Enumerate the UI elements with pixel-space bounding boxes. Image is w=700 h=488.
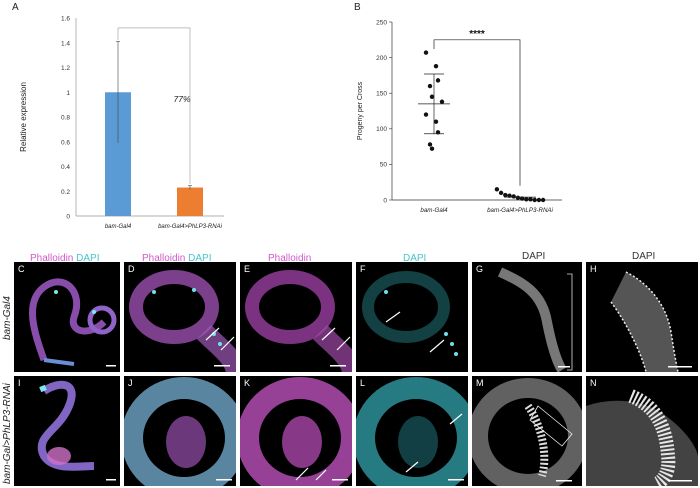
panel-letter-i: I <box>18 378 21 388</box>
data-point <box>498 190 504 196</box>
percent-annotation: 77% <box>173 94 190 104</box>
header-d-dapi: DAPI <box>188 253 212 264</box>
y-tick-label: 0.2 <box>61 189 70 196</box>
micrograph-c-image <box>28 278 117 367</box>
micrograph-n-image <box>586 389 698 486</box>
micrograph-d: D <box>124 262 236 372</box>
relative-expression-chart: 0 0.2 0.4 0.6 0.8 1 1.2 1.4 1.6 Relative expressi… <box>19 16 224 230</box>
panel-letter-h: H <box>590 264 597 274</box>
micrograph-e-image <box>245 270 352 372</box>
panel-letter-a: A <box>12 2 19 13</box>
header-c-phalloidin: Phalloidin <box>30 253 74 264</box>
x-tick-label: bam-Gal4>PhLP3-RNAi <box>487 207 553 214</box>
micrograph-f: F <box>356 262 468 372</box>
significance-label: **** <box>469 29 485 40</box>
y-tick-label: 1.6 <box>61 16 70 23</box>
micrograph-k: K <box>240 376 352 486</box>
panel-letter-j: J <box>128 378 133 388</box>
data-point <box>494 187 500 192</box>
panel-letter-l: L <box>360 378 366 388</box>
y-tick-label: 1.2 <box>61 65 70 72</box>
data-point <box>427 142 433 147</box>
panel-letter-f: F <box>360 264 366 274</box>
data-point <box>435 78 441 83</box>
panel-letter-c: C <box>18 264 25 274</box>
micrograph-k-image <box>240 377 352 486</box>
row-label-top: bam-Gal4 <box>2 296 13 340</box>
data-point <box>524 197 529 202</box>
micrograph-g: G <box>472 262 582 372</box>
panel-letter-m: M <box>476 378 484 388</box>
data-point <box>439 99 445 104</box>
micrograph-i: I <box>14 376 120 486</box>
y-tick-label: 50 <box>380 162 388 169</box>
micrograph-l-image <box>356 377 468 486</box>
micrograph-i-image <box>37 380 116 481</box>
micrograph-f-image <box>362 271 458 356</box>
y-tick-label: 100 <box>376 126 387 133</box>
micrograph-j-image <box>124 377 236 486</box>
y-axis-title: Relative expression <box>19 82 28 152</box>
data-point <box>433 63 439 69</box>
y-tick-label: 0 <box>66 214 70 221</box>
panel-letter-b: B <box>354 2 361 13</box>
y-tick-label: 1 <box>66 90 70 97</box>
data-point <box>503 192 508 198</box>
panel-letter-n: N <box>590 378 597 388</box>
data-point <box>429 94 435 99</box>
significance-bracket <box>433 39 521 186</box>
x-tick-label: bam-Gal4 <box>420 207 448 214</box>
panel-letter-d: D <box>128 264 135 274</box>
micrograph-n: N <box>586 376 698 486</box>
data-point <box>532 197 537 203</box>
x-tick-label: bam-Gal4>PhLP3-RNAi <box>158 224 223 230</box>
y-tick-label: 0.6 <box>61 139 70 146</box>
header-g-dapi: DAPI <box>522 251 546 262</box>
panel-letter-e: E <box>244 264 251 274</box>
y-tick-label: 1.4 <box>61 40 70 47</box>
data-point <box>423 112 429 117</box>
micrograph-h-image <box>610 271 692 372</box>
data-point <box>433 119 439 124</box>
y-tick-label: 0.8 <box>61 115 70 122</box>
data-point <box>423 50 429 55</box>
micrograph-e: E <box>240 262 352 372</box>
data-point <box>540 197 546 203</box>
header-d: Phalloidin DAPI <box>142 253 212 264</box>
data-point <box>427 83 433 89</box>
micrograph-m: M <box>472 376 582 486</box>
micrograph-l: L <box>356 376 468 486</box>
micrograph-g-image <box>497 267 573 372</box>
header-e-phalloidin: Phalloidin <box>268 253 312 264</box>
micrograph-m-image <box>472 378 582 486</box>
micrograph-d-image <box>129 270 236 372</box>
y-tick-label: 250 <box>376 19 387 26</box>
data-point <box>528 197 533 202</box>
comparison-bracket <box>117 27 191 184</box>
header-d-phalloidin: Phalloidin <box>142 253 186 264</box>
micrograph-j: J <box>124 376 236 486</box>
y-axis-title: Progeny per Cross <box>357 81 364 140</box>
micrograph-c: C <box>14 262 120 372</box>
progeny-per-cross-chart: 0 50 100 150 200 250 Progeny per Cross bam-Gal4… <box>357 19 562 214</box>
panel-letter-g: G <box>476 264 484 274</box>
data-point <box>536 197 542 203</box>
data-point <box>511 194 516 199</box>
bar <box>177 187 203 216</box>
y-tick-label: 0.4 <box>61 164 70 171</box>
row-label-bottom: bam-Gal>PhLP3-RNAi <box>2 383 13 484</box>
y-tick-label: 200 <box>376 55 387 62</box>
header-h-dapi: DAPI <box>632 251 656 262</box>
y-tick-label: 0 <box>383 197 387 204</box>
header-f-dapi: DAPI <box>403 253 427 264</box>
header-c: Phalloidin DAPI <box>30 253 100 264</box>
data-point <box>429 146 435 151</box>
y-tick-label: 150 <box>376 91 387 98</box>
header-c-dapi: DAPI <box>76 253 100 264</box>
data-point <box>515 195 521 201</box>
x-tick-label: bam-Gal4 <box>105 224 132 230</box>
micrograph-h: H <box>586 262 698 372</box>
panel-letter-k: K <box>244 378 251 388</box>
